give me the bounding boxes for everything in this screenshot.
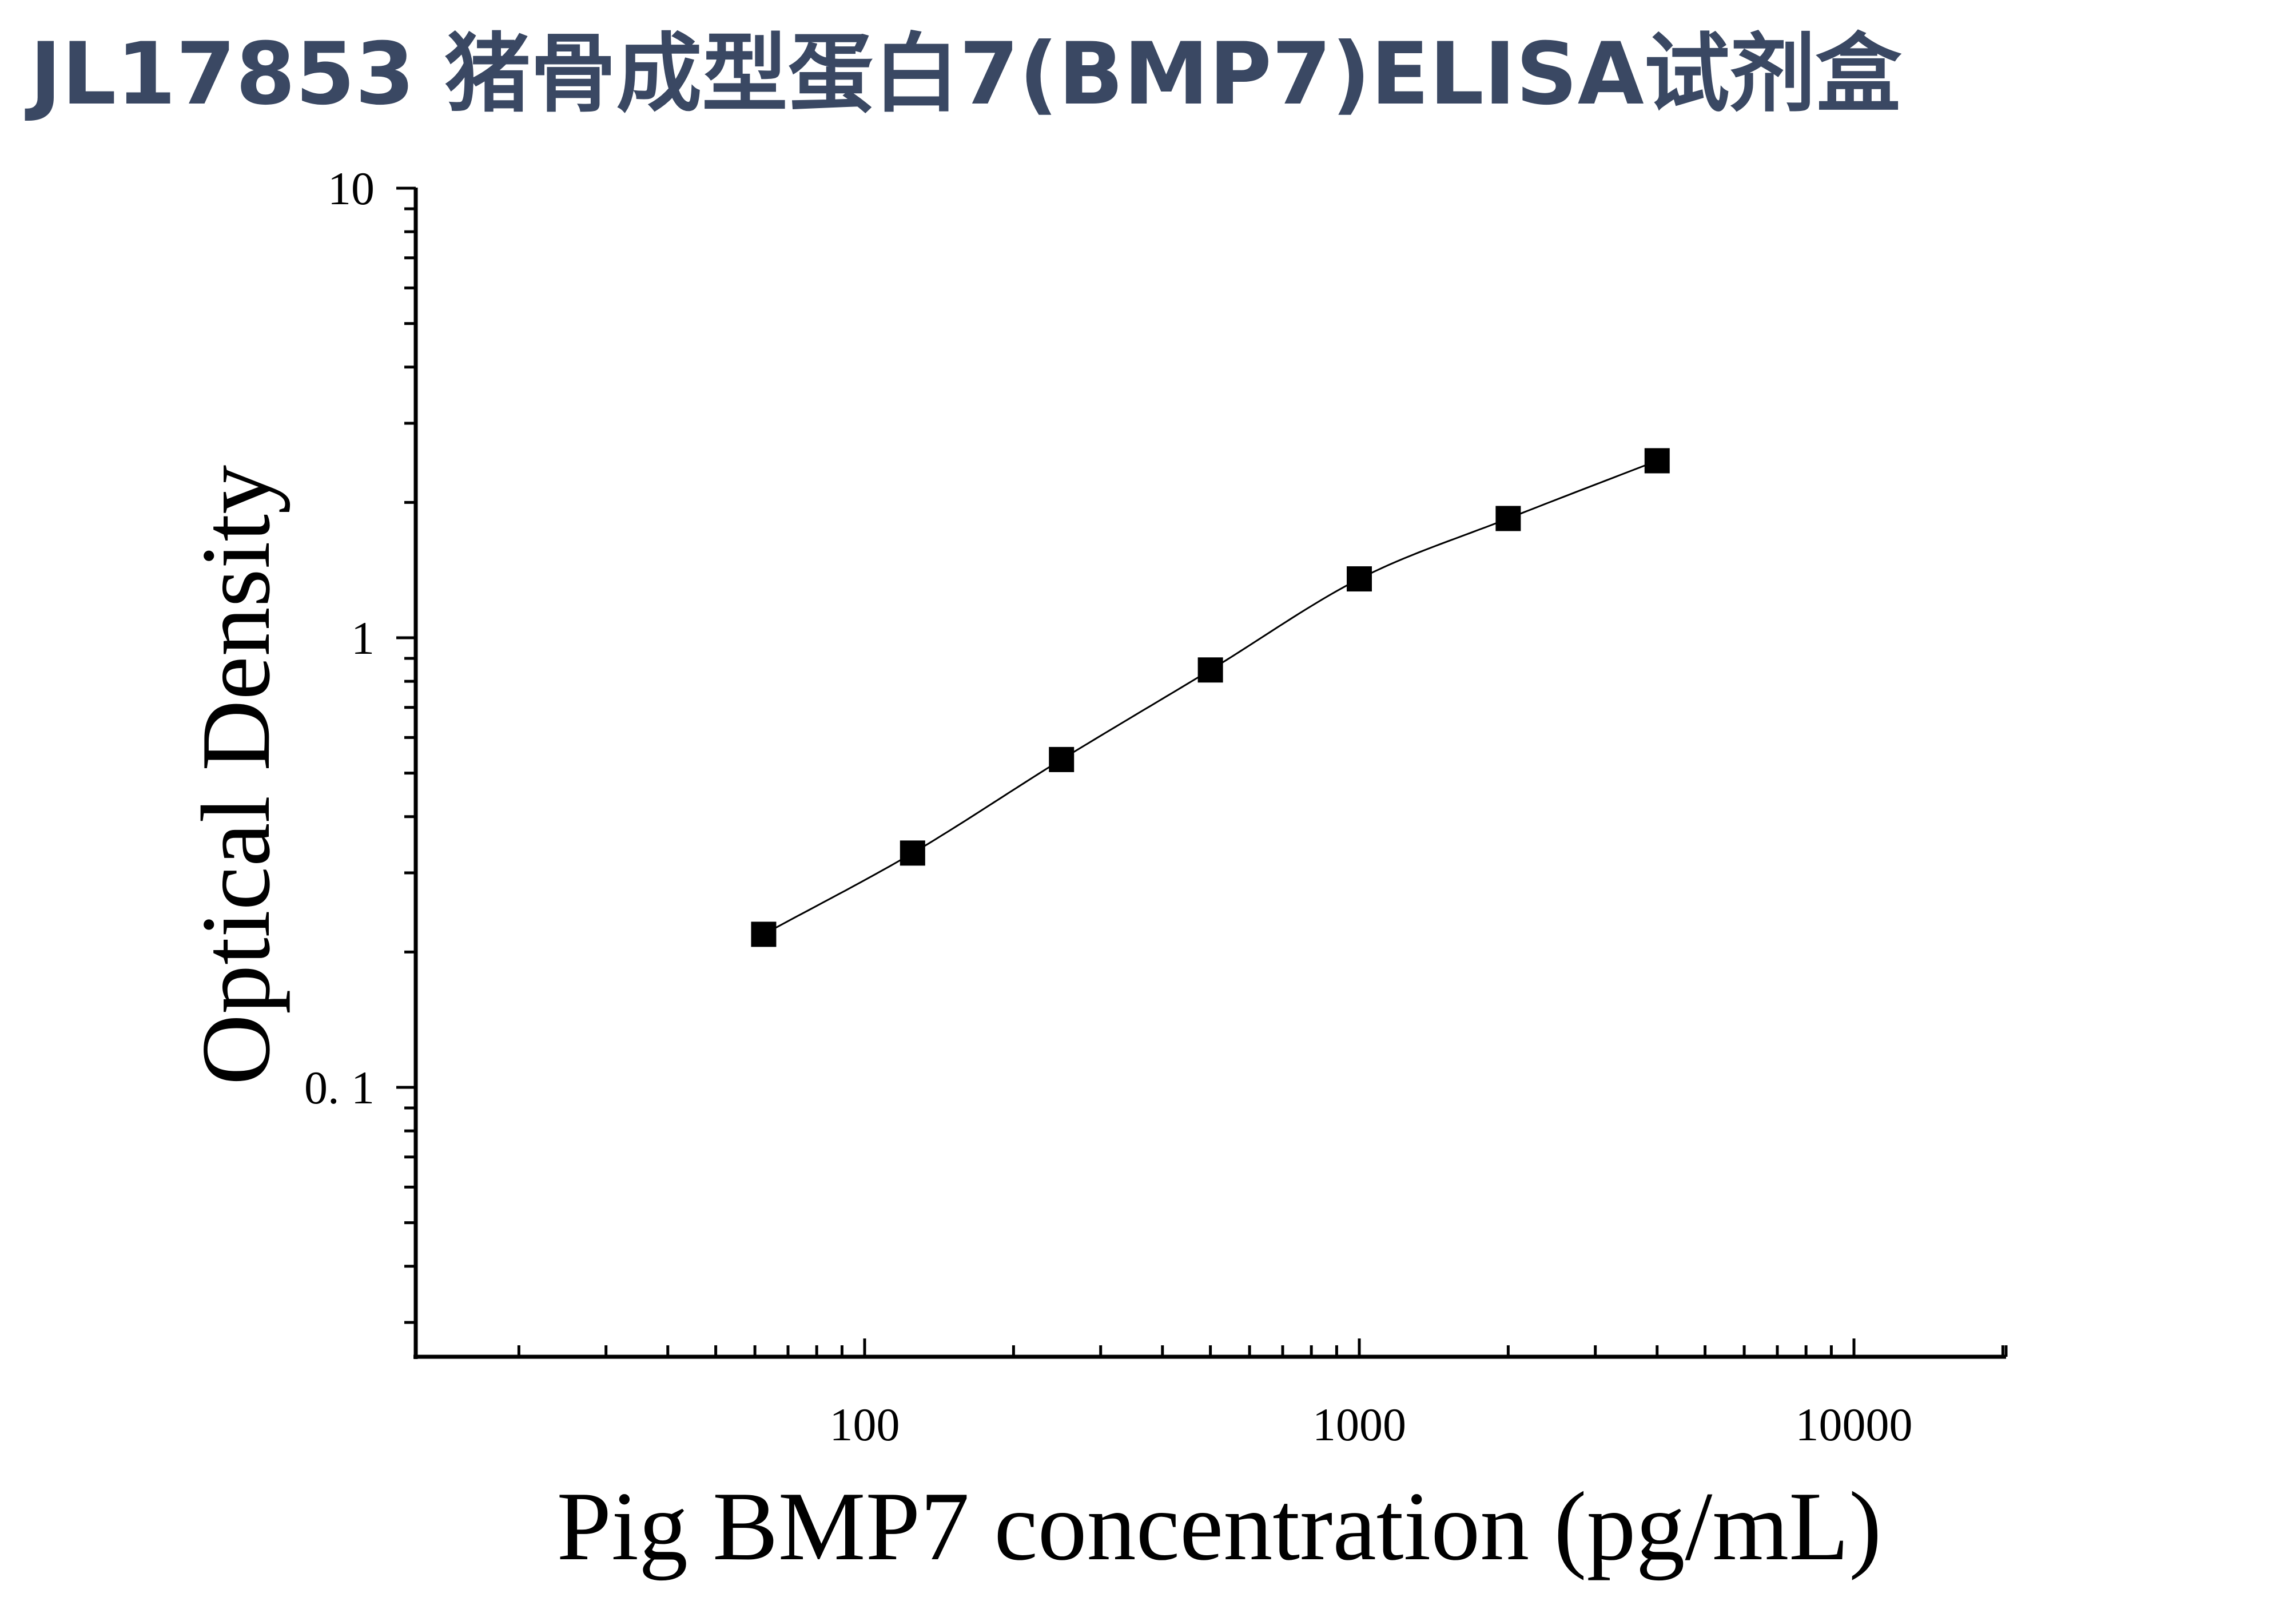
data-point bbox=[1347, 566, 1372, 592]
y-axis-label: Optical Density bbox=[182, 465, 291, 1085]
data-point bbox=[900, 840, 925, 866]
fit-curve bbox=[763, 460, 1658, 935]
page-title: JL17853 猪骨成型蛋白7(BMP7)ELISA试剂盒 bbox=[30, 25, 1901, 124]
chart-axes: 100 1000 10000 0. 1 1 10 bbox=[304, 162, 2008, 1451]
y-tick-label: 1 bbox=[351, 612, 375, 664]
data-point bbox=[751, 921, 777, 947]
data-point bbox=[1644, 448, 1670, 474]
data-point bbox=[1495, 506, 1521, 531]
x-tick-label: 100 bbox=[830, 1399, 900, 1451]
y-tick-label: 10 bbox=[328, 162, 375, 214]
data-point bbox=[1049, 746, 1075, 772]
fit-curve-group bbox=[763, 460, 1658, 935]
x-tick-label: 10000 bbox=[1796, 1399, 1913, 1451]
data-point bbox=[1197, 657, 1223, 683]
x-axis-label: Pig BMP7 concentration (pg/mL) bbox=[557, 1472, 1882, 1581]
y-tick-label: 0. 1 bbox=[304, 1062, 375, 1114]
data-points-group bbox=[751, 448, 1670, 947]
x-tick-label: 1000 bbox=[1312, 1399, 1406, 1451]
